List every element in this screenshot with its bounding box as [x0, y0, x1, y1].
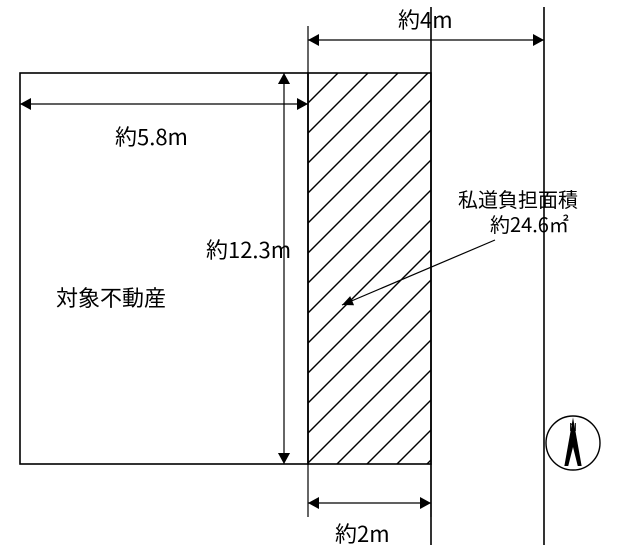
dim-bottom-label: 約2m	[335, 517, 390, 549]
compass-icon: N	[546, 416, 600, 470]
dim-top: 約4m	[308, 3, 544, 46]
private-road-area	[0, 73, 626, 464]
dim-left: 約5.8m	[20, 98, 308, 152]
dim-height: 約12.3m	[206, 73, 291, 464]
dim-bottom: 約2m	[308, 497, 431, 549]
private-road-annotation: 私道負担面積約24.6㎡	[342, 184, 578, 305]
compass-n-label: N	[569, 419, 577, 435]
dim-height-label: 約12.3m	[206, 233, 291, 265]
subject-property-label: 対象不動産	[56, 281, 166, 313]
road-extension	[431, 7, 544, 545]
dim-left-label: 約5.8m	[115, 120, 188, 152]
dim-top-label: 約4m	[398, 3, 453, 35]
svg-text:約24.6㎡: 約24.6㎡	[490, 209, 569, 238]
